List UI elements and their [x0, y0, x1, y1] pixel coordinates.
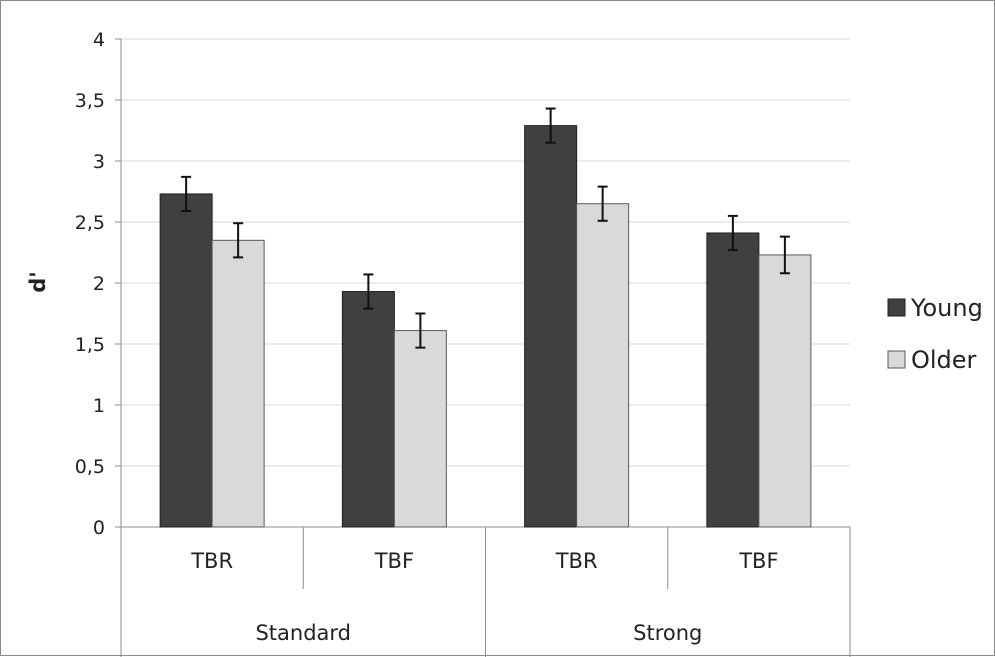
- y-tick-label: 2: [93, 273, 105, 295]
- y-tick-label: 0,5: [75, 456, 105, 478]
- y-tick-label: 1,5: [75, 334, 105, 356]
- bar-young: [524, 125, 578, 528]
- y-tick-label: 1: [93, 395, 105, 417]
- group-label: Strong: [633, 621, 702, 645]
- legend-label-older: Older: [911, 346, 977, 374]
- legend-swatch-young: [887, 298, 906, 317]
- error-bars: [181, 107, 790, 349]
- category-label: TBR: [190, 549, 233, 573]
- y-axis-label: d': [26, 271, 50, 292]
- bar-older: [393, 330, 447, 528]
- legend-swatch-older: [887, 350, 906, 369]
- bar-older: [211, 239, 265, 528]
- y-tick-label: 3: [93, 151, 105, 173]
- group-label: Standard: [255, 621, 351, 645]
- category-axis-labels: TBR TBF TBR TBF Standard Strong: [190, 549, 778, 645]
- y-tick-label: 3,5: [75, 90, 105, 112]
- category-label: TBF: [738, 549, 778, 573]
- y-tick-label: 2,5: [75, 212, 105, 234]
- legend: Young Older: [887, 294, 983, 374]
- legend-label-young: Young: [910, 294, 983, 322]
- bars: [159, 125, 812, 528]
- bar-older: [576, 203, 630, 528]
- category-label: TBF: [374, 549, 414, 573]
- y-tick-label: 4: [93, 29, 105, 51]
- category-label: TBR: [555, 549, 598, 573]
- bar-young: [159, 193, 213, 528]
- bar-young: [706, 232, 760, 528]
- y-tick-label: 0: [93, 517, 105, 539]
- bar-young: [341, 291, 395, 528]
- bar-older: [758, 254, 812, 528]
- y-tick-labels: 0 0,5 1 1,5 2 2,5 3 3,5 4: [75, 29, 105, 539]
